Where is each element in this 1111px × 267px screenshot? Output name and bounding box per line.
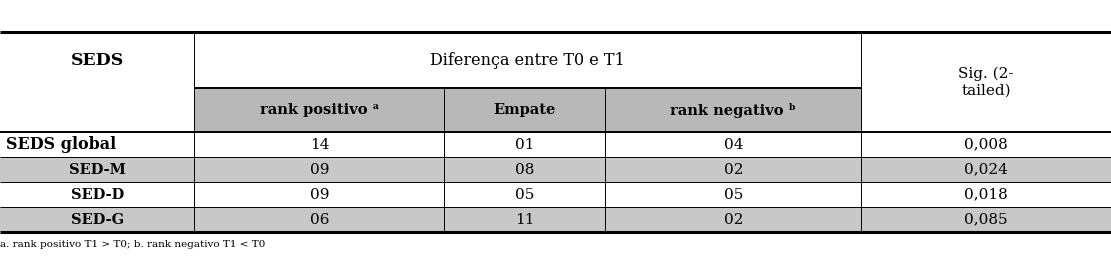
- Text: Diferença entre T0 e T1: Diferença entre T0 e T1: [430, 52, 625, 69]
- Text: SED-M: SED-M: [69, 163, 126, 177]
- Bar: [0, 157, 1111, 182]
- Text: 02: 02: [723, 213, 743, 227]
- Text: 04: 04: [723, 138, 743, 152]
- Text: a. rank positivo T1 > T0; b. rank negativo T1 < T0: a. rank positivo T1 > T0; b. rank negati…: [0, 240, 266, 249]
- Text: SED-D: SED-D: [71, 188, 123, 202]
- Text: 05: 05: [516, 188, 534, 202]
- Bar: [194, 88, 861, 132]
- Text: SEDS: SEDS: [71, 52, 123, 69]
- Text: 08: 08: [516, 163, 534, 177]
- Text: SEDS global: SEDS global: [6, 136, 116, 153]
- Text: 01: 01: [516, 138, 534, 152]
- Text: 0,024: 0,024: [964, 163, 1008, 177]
- Text: rank negativo ᵇ: rank negativo ᵇ: [670, 103, 797, 118]
- Text: 09: 09: [310, 163, 329, 177]
- Text: 09: 09: [310, 188, 329, 202]
- Text: 11: 11: [516, 213, 534, 227]
- Bar: [194, 32, 861, 88]
- Text: 02: 02: [723, 163, 743, 177]
- Bar: [0, 32, 194, 88]
- Text: 0,008: 0,008: [964, 138, 1008, 152]
- Text: 05: 05: [723, 188, 743, 202]
- Bar: [0, 132, 1111, 157]
- Bar: [0, 182, 1111, 207]
- Text: 0,018: 0,018: [964, 188, 1008, 202]
- Text: Sig. (2-
tailed): Sig. (2- tailed): [959, 67, 1013, 97]
- Text: 06: 06: [310, 213, 329, 227]
- Text: SED-G: SED-G: [71, 213, 123, 227]
- Bar: [861, 32, 1111, 132]
- Text: Empate: Empate: [493, 103, 557, 117]
- Text: 14: 14: [310, 138, 329, 152]
- Text: rank positivo ᵃ: rank positivo ᵃ: [260, 103, 379, 117]
- Text: 0,085: 0,085: [964, 213, 1008, 227]
- Bar: [0, 88, 194, 132]
- Bar: [0, 207, 1111, 232]
